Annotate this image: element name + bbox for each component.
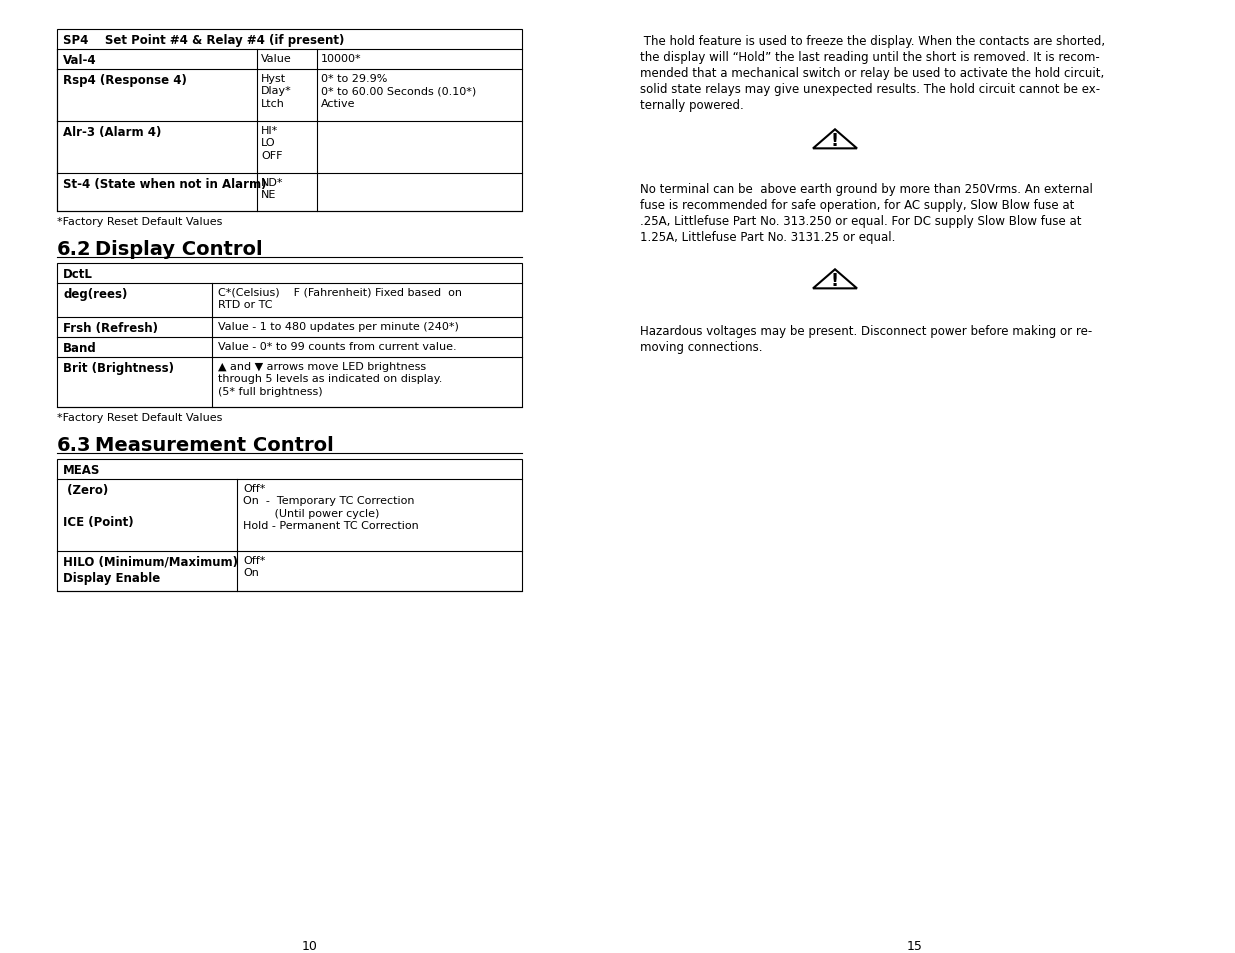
Bar	[57, 459, 522, 592]
Text: Hyst
Dlay*
Ltch: Hyst Dlay* Ltch	[261, 74, 291, 109]
Text: *Factory Reset Default Values: *Factory Reset Default Values	[57, 413, 222, 422]
Text: St-4 (State when not in Alarm): St-4 (State when not in Alarm)	[63, 178, 267, 191]
Text: *Factory Reset Default Values: *Factory Reset Default Values	[57, 216, 222, 227]
Text: 6.3: 6.3	[57, 436, 91, 455]
Text: Val-4: Val-4	[63, 54, 96, 67]
Text: ▲ and ▼ arrows move LED brightness
through 5 levels as indicated on display.
(5*: ▲ and ▼ arrows move LED brightness throu…	[219, 361, 442, 396]
Text: Band: Band	[63, 341, 96, 355]
Text: 10000*: 10000*	[321, 54, 362, 64]
Text: (Zero)

ICE (Point): (Zero) ICE (Point)	[63, 483, 133, 529]
Text: 15: 15	[906, 939, 923, 952]
Text: Rsp4 (Response 4): Rsp4 (Response 4)	[63, 74, 186, 87]
Text: Alr-3 (Alarm 4): Alr-3 (Alarm 4)	[63, 126, 162, 139]
Text: MEAS: MEAS	[63, 463, 100, 476]
Text: ND*
NE: ND* NE	[261, 178, 284, 200]
Text: deg(rees): deg(rees)	[63, 288, 127, 301]
Text: Brit (Brightness): Brit (Brightness)	[63, 361, 174, 375]
Text: Off*
On: Off* On	[243, 556, 266, 578]
Text: !: !	[831, 272, 839, 290]
Text: SP4    Set Point #4 & Relay #4 (if present): SP4 Set Point #4 & Relay #4 (if present)	[63, 34, 345, 47]
Text: The hold feature is used to freeze the display. When the contacts are shorted,
t: The hold feature is used to freeze the d…	[640, 35, 1105, 112]
Text: C*(Celsius)    F (Fahrenheit) Fixed based  on
RTD or TC: C*(Celsius) F (Fahrenheit) Fixed based o…	[219, 288, 462, 310]
Text: Frsh (Refresh): Frsh (Refresh)	[63, 322, 158, 335]
Text: 0* to 29.9%
0* to 60.00 Seconds (0.10*)
Active: 0* to 29.9% 0* to 60.00 Seconds (0.10*) …	[321, 74, 477, 109]
Text: Value: Value	[261, 54, 291, 64]
Text: HI*
LO
OFF: HI* LO OFF	[261, 126, 283, 161]
Text: HILO (Minimum/Maximum)
Display Enable: HILO (Minimum/Maximum) Display Enable	[63, 556, 238, 584]
Text: Off*
On  -  Temporary TC Correction
         (Until power cycle)
Hold - Permanen: Off* On - Temporary TC Correction (Until…	[243, 483, 419, 531]
Text: !: !	[831, 132, 839, 150]
Text: Measurement Control: Measurement Control	[95, 436, 333, 455]
Text: DctL: DctL	[63, 268, 93, 281]
Text: Display Control: Display Control	[95, 240, 263, 258]
Text: Hazardous voltages may be present. Disconnect power before making or re-
moving : Hazardous voltages may be present. Disco…	[640, 325, 1092, 354]
Text: 10: 10	[303, 939, 317, 952]
Text: 6.2: 6.2	[57, 240, 91, 258]
Bar	[57, 30, 522, 212]
Bar	[57, 264, 522, 408]
Text: Value - 1 to 480 updates per minute (240*): Value - 1 to 480 updates per minute (240…	[219, 322, 459, 332]
Text: Value - 0* to 99 counts from current value.: Value - 0* to 99 counts from current val…	[219, 341, 457, 352]
Text: No terminal can be  above earth ground by more than 250Vrms. An external
fuse is: No terminal can be above earth ground by…	[640, 183, 1093, 244]
